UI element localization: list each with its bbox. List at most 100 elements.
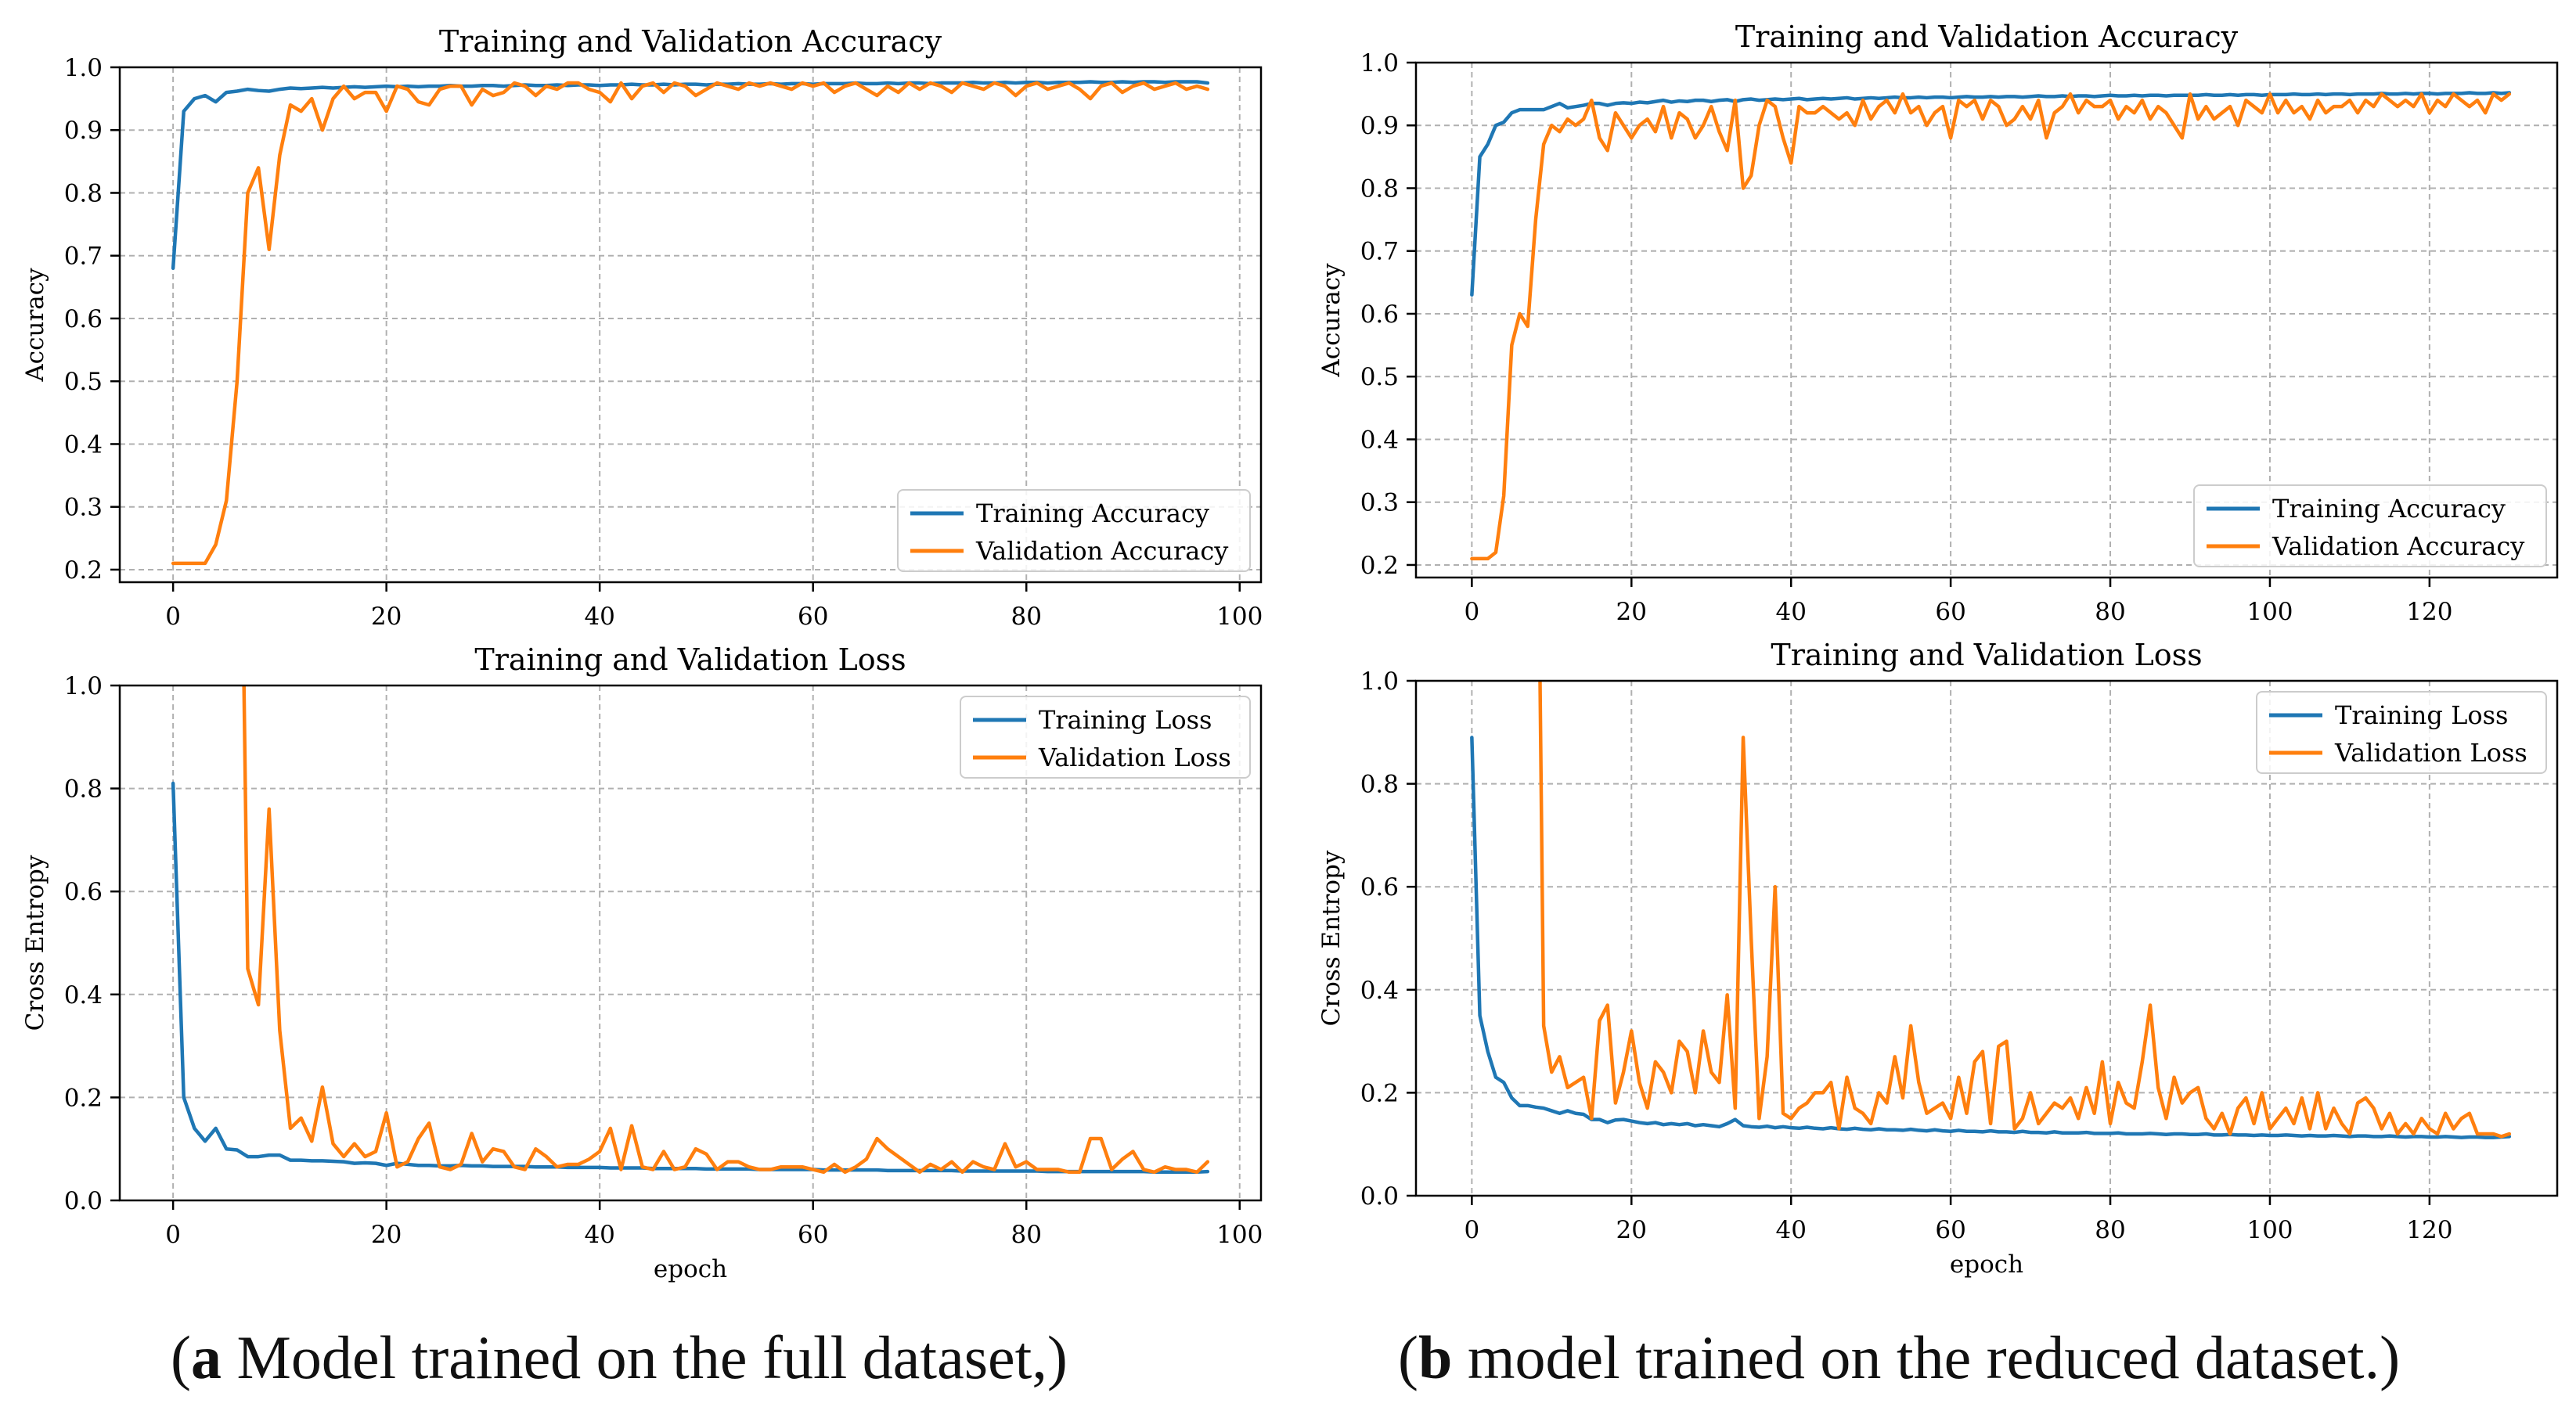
y-tick-label: 0.5 (1360, 363, 1399, 391)
series-training-accuracy (1470, 91, 2512, 297)
x-tick-label: 40 (1775, 598, 1806, 626)
x-tick-label: 60 (798, 1221, 828, 1249)
y-tick-label: 0.3 (64, 494, 103, 522)
series-training-loss (1470, 736, 2512, 1139)
legend: Training Accuracy Validation Accuracy (897, 489, 1251, 572)
x-tick-label: 100 (2246, 598, 2293, 626)
chart-title: Training and Validation Accuracy (1735, 20, 2239, 54)
chart-b-loss: 0 20 40 60 80 100 120 0.0 0.2 0.4 0.6 0.8 1.0 Trainin… (1317, 638, 2559, 1279)
x-tick-label: 80 (1011, 603, 1041, 631)
y-tick-label: 1.0 (1360, 49, 1399, 77)
x-tick-label: 0 (1465, 598, 1480, 626)
x-tick-label: 0 (165, 603, 181, 631)
x-tick-label: 0 (165, 1221, 181, 1249)
series-validation-loss (1538, 681, 2512, 1139)
x-tick-label: 0 (1465, 1216, 1480, 1244)
legend-box (2256, 691, 2547, 774)
x-tick-label: 100 (2246, 1216, 2293, 1244)
series-validation-loss (242, 686, 1210, 1175)
chart-a-acc: 0 20 40 60 80 100 0.2 0.3 0.4 0.5 0.6 0.7 0.8 0.9 1.0 T… (21, 24, 1263, 631)
chart-title: Training and Validation Loss (474, 642, 906, 677)
x-tick-label: 80 (2095, 598, 2125, 626)
caption-b-text: model trained on the reduced dataset. (1452, 1323, 2380, 1391)
x-tick-label: 40 (1775, 1216, 1806, 1244)
chart-b-acc: 0 20 40 60 80 100 120 0.2 0.3 0.4 0.5 0.6 0.7 0.8 0.9 1… (1317, 20, 2559, 626)
y-tick-label: 0.2 (1360, 552, 1399, 580)
axes-frame (1414, 61, 2559, 579)
y-tick-label: 0.8 (64, 179, 103, 207)
x-tick-label: 20 (1616, 598, 1647, 626)
x-tick-label: 20 (371, 603, 402, 631)
legend-label: Training Loss (2335, 700, 2508, 730)
y-tick-label: 0.4 (1360, 426, 1399, 454)
y-axis-label: Cross Entropy (1317, 850, 1346, 1026)
caption-a-text: Model trained on the full dataset, (221, 1323, 1047, 1391)
axes-frame (118, 684, 1263, 1202)
caption-a: (a Model trained on the full dataset,) (171, 1323, 1068, 1391)
y-axis-label: Accuracy (21, 268, 49, 383)
x-tick-label: 120 (2406, 1216, 2452, 1244)
y-tick-label: 0.4 (1360, 977, 1399, 1005)
y-tick-label: 1.0 (64, 54, 103, 82)
chart-title: Training and Validation Accuracy (439, 24, 942, 59)
y-tick-label: 0.0 (1360, 1182, 1399, 1211)
y-axis-label: Cross Entropy (21, 855, 49, 1031)
legend-label: Training Accuracy (2272, 494, 2506, 524)
series-group (1470, 91, 2512, 561)
chart-title: Training and Validation Loss (1771, 638, 2202, 672)
x-tick-label: 60 (1935, 1216, 1965, 1244)
legend-label: Validation Accuracy (975, 536, 1228, 566)
series-validation-accuracy (1470, 92, 2512, 561)
y-tick-label: 0.4 (64, 430, 103, 459)
x-tick-label: 120 (2406, 598, 2452, 626)
series-group (171, 80, 1210, 566)
x-tick-label: 20 (1616, 1216, 1647, 1244)
y-tick-label: 0.4 (64, 981, 103, 1009)
caption-a-letter: a (190, 1323, 222, 1391)
y-tick-label: 0.3 (1360, 489, 1399, 517)
legend-box (897, 489, 1251, 572)
axes-frame (1414, 679, 2559, 1197)
legend-label: Training Loss (1039, 705, 1212, 735)
caption-b-letter: b (1418, 1323, 1453, 1391)
x-axis-label: epoch (1950, 1250, 2023, 1279)
y-tick-label: 0.9 (1360, 112, 1399, 140)
legend-label: Validation Accuracy (2272, 531, 2524, 561)
x-tick-label: 40 (584, 1221, 614, 1249)
y-tick-label: 0.8 (64, 775, 103, 804)
series-group (171, 686, 1210, 1175)
x-tick-label: 60 (1935, 598, 1965, 626)
legend: Training Loss Validation Loss (960, 696, 1251, 779)
x-axis-label: epoch (654, 1255, 727, 1283)
y-tick-label: 0.6 (1360, 873, 1399, 901)
x-tick-label: 60 (798, 603, 828, 631)
legend: Training Accuracy Validation Accuracy (2193, 484, 2547, 567)
x-tick-label: 100 (1216, 603, 1263, 631)
y-tick-label: 0.2 (64, 1084, 103, 1112)
x-tick-label: 100 (1216, 1221, 1263, 1249)
legend-label: Training Accuracy (976, 498, 1209, 528)
y-tick-label: 0.5 (64, 368, 103, 396)
y-axis-label: Accuracy (1317, 263, 1346, 378)
y-tick-label: 0.6 (1360, 300, 1399, 329)
y-tick-label: 0.6 (64, 305, 103, 333)
y-tick-label: 1.0 (64, 672, 103, 700)
axes-frame (118, 66, 1263, 584)
y-tick-label: 0.2 (1360, 1079, 1399, 1107)
legend-box (960, 696, 1251, 779)
x-tick-label: 20 (371, 1221, 402, 1249)
x-tick-label: 80 (2095, 1216, 2125, 1244)
series-validation-accuracy (171, 81, 1210, 566)
y-tick-label: 0.8 (1360, 771, 1399, 799)
y-tick-label: 1.0 (1360, 668, 1399, 696)
legend: Training Loss Validation Loss (2256, 691, 2547, 774)
legend-box (2193, 484, 2547, 567)
x-tick-label: 40 (584, 603, 614, 631)
series-training-loss (171, 781, 1210, 1175)
y-tick-label: 0.2 (64, 556, 103, 585)
chart-a-loss: 0 20 40 60 80 100 0.0 0.2 0.4 0.6 0.8 1.0 Training a… (21, 642, 1263, 1283)
y-tick-label: 0.6 (64, 878, 103, 906)
caption-b: (b model trained on the reduced dataset.… (1398, 1323, 2401, 1391)
series-group (1470, 681, 2512, 1139)
